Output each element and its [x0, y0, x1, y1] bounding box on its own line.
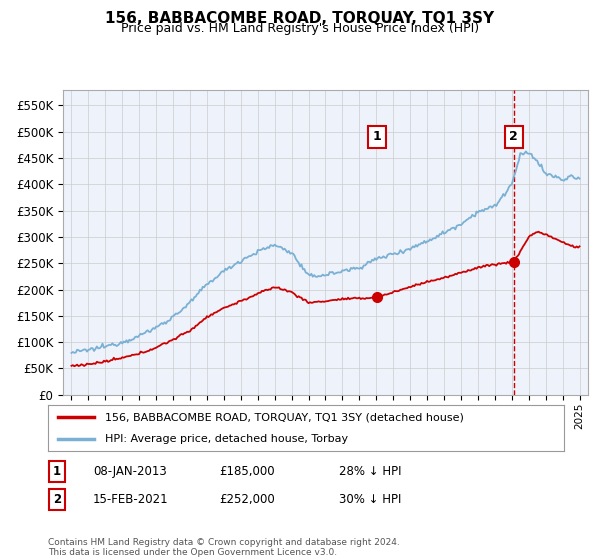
Text: 2: 2 [509, 130, 518, 143]
Text: 08-JAN-2013: 08-JAN-2013 [93, 465, 167, 478]
Text: £185,000: £185,000 [219, 465, 275, 478]
Text: 28% ↓ HPI: 28% ↓ HPI [339, 465, 401, 478]
Text: 2: 2 [53, 493, 61, 506]
Text: Contains HM Land Registry data © Crown copyright and database right 2024.
This d: Contains HM Land Registry data © Crown c… [48, 538, 400, 557]
Text: 156, BABBACOMBE ROAD, TORQUAY, TQ1 3SY: 156, BABBACOMBE ROAD, TORQUAY, TQ1 3SY [106, 11, 494, 26]
Text: Price paid vs. HM Land Registry's House Price Index (HPI): Price paid vs. HM Land Registry's House … [121, 22, 479, 35]
Text: £252,000: £252,000 [219, 493, 275, 506]
Text: 15-FEB-2021: 15-FEB-2021 [93, 493, 169, 506]
Text: 1: 1 [373, 130, 382, 143]
Text: HPI: Average price, detached house, Torbay: HPI: Average price, detached house, Torb… [105, 435, 348, 444]
Text: 1: 1 [53, 465, 61, 478]
Text: 30% ↓ HPI: 30% ↓ HPI [339, 493, 401, 506]
Text: 156, BABBACOMBE ROAD, TORQUAY, TQ1 3SY (detached house): 156, BABBACOMBE ROAD, TORQUAY, TQ1 3SY (… [105, 412, 464, 422]
